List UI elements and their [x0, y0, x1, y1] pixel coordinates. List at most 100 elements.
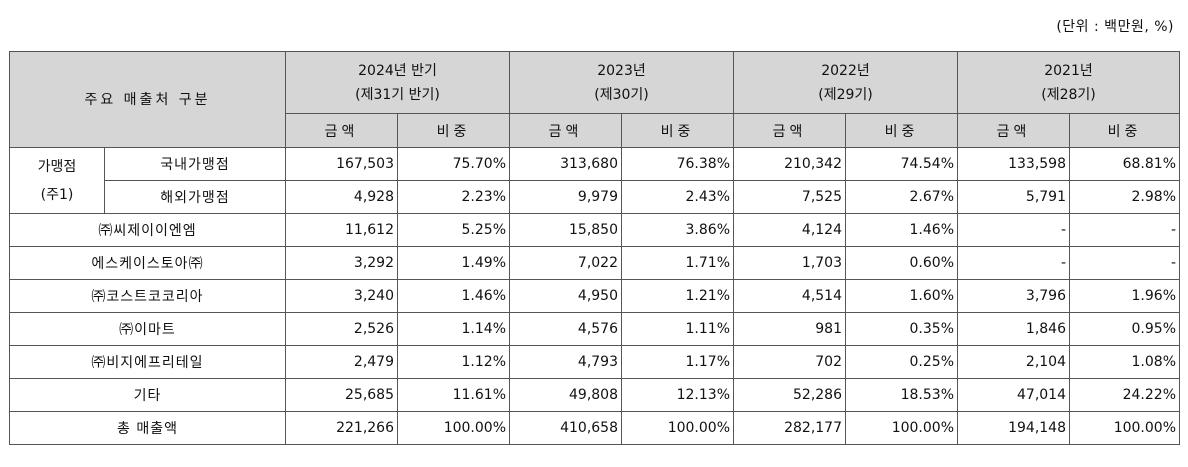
ratio-cell: 1.96% — [1069, 279, 1180, 313]
ratio-cell: 76.38% — [621, 147, 734, 181]
ratio-cell: 24.22% — [1069, 378, 1180, 412]
amount-cell: 4,124 — [733, 213, 846, 247]
row-label: 국내가맹점 — [104, 147, 286, 181]
total-label: 총 매출액 — [9, 411, 286, 445]
header-ratio: 비중 — [1069, 113, 1180, 148]
group-note: (주1) — [40, 186, 74, 203]
amount-cell: 221,266 — [285, 411, 398, 445]
ratio-cell: 1.49% — [397, 246, 510, 280]
row-label: ㈜코스트코코리아 — [9, 279, 286, 313]
amount-cell: 3,796 — [957, 279, 1070, 313]
row-label: ㈜씨제이이엔엠 — [9, 213, 286, 247]
ratio-cell: 1.46% — [397, 279, 510, 313]
unit-note: (단위 : 백만원, %) — [1056, 19, 1174, 35]
amount-cell: 133,598 — [957, 147, 1070, 181]
amount-cell: 2,526 — [285, 312, 398, 346]
ratio-cell: 1.12% — [397, 345, 510, 379]
amount-cell: 410,658 — [509, 411, 622, 445]
ratio-cell: 1.14% — [397, 312, 510, 346]
header-amount: 금액 — [733, 113, 846, 148]
amount-cell: 5,791 — [957, 180, 1070, 214]
amount-cell: 1,846 — [957, 312, 1070, 346]
ratio-cell: 1.08% — [1069, 345, 1180, 379]
amount-cell: 47,014 — [957, 378, 1070, 412]
ratio-cell: 2.98% — [1069, 180, 1180, 214]
period-year: 2023년 — [597, 62, 646, 79]
amount-cell: 7,525 — [733, 180, 846, 214]
header-row-periods: 주요 매출처 구분 2024년 반기 (제31기 반기) 2023년 (제30기… — [9, 51, 1180, 148]
amount-cell: 167,503 — [285, 147, 398, 181]
ratio-cell: 0.25% — [845, 345, 958, 379]
amount-cell: 4,514 — [733, 279, 846, 313]
table-row: 기타 25,685 11.61% 49,808 12.13% 52,286 18… — [9, 378, 1180, 412]
ratio-cell: 100.00% — [845, 411, 958, 445]
ratio-cell: 68.81% — [1069, 147, 1180, 181]
amount-cell: 4,793 — [509, 345, 622, 379]
amount-cell: 3,292 — [285, 246, 398, 280]
table-row: 가맹점 (주1) 국내가맹점 167,503 75.70% 313,680 76… — [9, 147, 1180, 214]
ratio-cell: - — [1069, 213, 1180, 247]
table-row: 해외가맹점 4,928 2.23% 9,979 2.43% 7,525 2.67… — [10, 180, 1180, 214]
group-franchise-cell: 가맹점 (주1) — [9, 147, 105, 214]
header-period-2024h1: 2024년 반기 (제31기 반기) — [285, 51, 510, 114]
amount-cell: 702 — [733, 345, 846, 379]
table-row: ㈜씨제이이엔엠 11,612 5.25% 15,850 3.86% 4,124 … — [9, 213, 1180, 247]
ratio-cell: 100.00% — [621, 411, 734, 445]
amount-cell: 2,479 — [285, 345, 398, 379]
amount-cell: 49,808 — [509, 378, 622, 412]
ratio-cell: - — [1069, 246, 1180, 280]
header-period-2021: 2021년 (제28기) — [957, 51, 1180, 114]
period-term: (제29기) — [818, 86, 873, 103]
ratio-cell: 1.46% — [845, 213, 958, 247]
row-label: 기타 — [9, 378, 286, 412]
ratio-cell: 18.53% — [845, 378, 958, 412]
amount-cell: 4,950 — [509, 279, 622, 313]
amount-cell: 4,576 — [509, 312, 622, 346]
ratio-cell: 11.61% — [397, 378, 510, 412]
amount-cell: - — [957, 213, 1070, 247]
ratio-cell: 12.13% — [621, 378, 734, 412]
amount-cell: 15,850 — [509, 213, 622, 247]
header-ratio: 비중 — [621, 113, 734, 148]
header-row-metrics: 금액 비중 금액 비중 금액 비중 금액 비중 — [10, 113, 1180, 148]
header-ratio: 비중 — [397, 113, 510, 148]
ratio-cell: 0.35% — [845, 312, 958, 346]
major-customers-sales-table: 주요 매출처 구분 2024년 반기 (제31기 반기) 2023년 (제30기… — [9, 51, 1180, 445]
ratio-cell: 1.17% — [621, 345, 734, 379]
header-period-2023: 2023년 (제30기) — [509, 51, 734, 114]
row-label: ㈜이마트 — [9, 312, 286, 346]
group-label: 가맹점 — [37, 158, 77, 175]
amount-cell: 313,680 — [509, 147, 622, 181]
amount-cell: 981 — [733, 312, 846, 346]
table-row: 에스케이스토아㈜ 3,292 1.49% 7,022 1.71% 1,703 0… — [9, 246, 1180, 280]
ratio-cell: 0.95% — [1069, 312, 1180, 346]
row-label: 에스케이스토아㈜ — [9, 246, 286, 280]
amount-cell: 4,928 — [285, 180, 398, 214]
period-year: 2021년 — [1044, 62, 1093, 79]
table-body: 가맹점 (주1) 국내가맹점 167,503 75.70% 313,680 76… — [9, 147, 1180, 445]
header-amount: 금액 — [509, 113, 622, 148]
row-label: 해외가맹점 — [104, 180, 286, 214]
ratio-cell: 2.23% — [397, 180, 510, 214]
ratio-cell: 5.25% — [397, 213, 510, 247]
amount-cell: 210,342 — [733, 147, 846, 181]
amount-cell: 25,685 — [285, 378, 398, 412]
period-term: (제31기 반기) — [355, 86, 440, 103]
amount-cell: 7,022 — [509, 246, 622, 280]
ratio-cell: 1.11% — [621, 312, 734, 346]
ratio-cell: 2.67% — [845, 180, 958, 214]
row-label: ㈜비지에프리테일 — [9, 345, 286, 379]
amount-cell: 11,612 — [285, 213, 398, 247]
table-row: ㈜코스트코코리아 3,240 1.46% 4,950 1.21% 4,514 1… — [9, 279, 1180, 313]
ratio-cell: 75.70% — [397, 147, 510, 181]
ratio-cell: 0.60% — [845, 246, 958, 280]
header-amount: 금액 — [285, 113, 398, 148]
ratio-cell: 1.60% — [845, 279, 958, 313]
ratio-cell: 2.43% — [621, 180, 734, 214]
period-year: 2024년 반기 — [358, 62, 437, 79]
ratio-cell: 1.71% — [621, 246, 734, 280]
header-category: 주요 매출처 구분 — [9, 51, 286, 148]
amount-cell: 52,286 — [733, 378, 846, 412]
table-row: ㈜이마트 2,526 1.14% 4,576 1.11% 981 0.35% 1… — [9, 312, 1180, 346]
amount-cell: 2,104 — [957, 345, 1070, 379]
